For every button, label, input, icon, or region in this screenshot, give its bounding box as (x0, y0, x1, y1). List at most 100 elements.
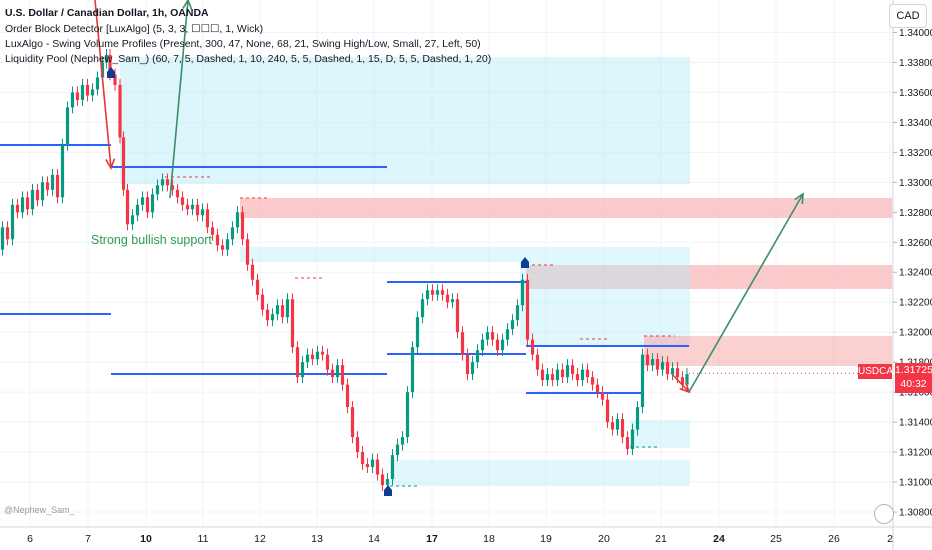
author-watermark: @Nephew_Sam_ (4, 505, 75, 515)
candle-body (250, 264, 255, 280)
x-tick-label: 18 (483, 533, 495, 545)
indicator-volume-profile[interactable]: LuxAlgo - Swing Volume Profiles (Present… (5, 38, 481, 50)
last-price-badge: 1.31725 40:32 (895, 363, 932, 393)
candle-body (175, 189, 180, 198)
us-flag-icon[interactable] (874, 504, 894, 524)
candle-body (435, 290, 440, 295)
candle-body (85, 84, 90, 96)
candle-body (185, 204, 190, 210)
candle-body (335, 365, 340, 378)
indicator-order-block[interactable]: Order Block Detector [LuxAlgo] (5, 3, 3,… (5, 23, 264, 35)
candle-body (625, 437, 630, 450)
candle-body (640, 354, 645, 408)
y-tick-label: 1.33600 (899, 88, 932, 99)
candle-body (205, 209, 210, 228)
y-tick-label: 1.31000 (899, 478, 932, 489)
swing-high-marker (107, 67, 115, 78)
y-tick-label: 1.34000 (899, 28, 932, 39)
candle-body (365, 464, 370, 468)
candle-body (130, 215, 135, 225)
last-price: 1.31725 (895, 364, 932, 376)
candle-body (290, 299, 295, 348)
x-tick-label: 13 (311, 533, 323, 545)
candle-body (20, 197, 25, 213)
candle-body (165, 179, 170, 186)
candle-body (215, 234, 220, 246)
candle-body (121, 137, 126, 190)
candle-body (610, 422, 615, 430)
candle-body (230, 227, 235, 240)
y-tick-label: 1.32400 (899, 268, 932, 279)
candle-body (104, 54, 109, 63)
candle-body (245, 239, 250, 265)
candle-body (280, 305, 285, 318)
candle-body (500, 339, 505, 351)
candle-body (675, 368, 680, 378)
candle-body (265, 309, 270, 321)
y-tick-label: 1.33400 (899, 118, 932, 129)
price-axis: 1.34000 1.33800 1.33600 1.33400 1.33200 1.330… (892, 0, 932, 550)
candle-body (380, 474, 385, 486)
candle-body (650, 359, 655, 366)
bar-countdown: 40:32 (900, 378, 927, 390)
chart-title: U.S. Dollar / Canadian Dollar, 1h, OANDA (5, 7, 209, 19)
candle-body (108, 54, 112, 75)
y-tick-label: 1.31600 (899, 388, 932, 399)
y-tick-label: 1.32200 (899, 298, 932, 309)
currency-button[interactable]: CAD (889, 4, 927, 28)
candle-body (75, 92, 80, 100)
candle-body (555, 369, 560, 381)
x-tick-label: 11 (198, 533, 209, 545)
x-tick-label: 2 (887, 533, 893, 545)
candle-body (305, 354, 310, 363)
candle-body (35, 189, 40, 201)
candle-body (240, 212, 245, 240)
indicator-zone (520, 262, 690, 345)
x-tick-label: 21 (655, 533, 667, 545)
candle-body (580, 369, 585, 381)
candle-body (320, 351, 325, 355)
candle-body (190, 204, 195, 210)
candle-body (460, 332, 465, 355)
candle-body (235, 212, 240, 228)
y-tick-label: 1.32600 (899, 238, 932, 249)
supply-demand-zones (120, 57, 892, 486)
trend-arrows: Strong bullish support (91, 0, 804, 394)
candle-body (615, 419, 620, 430)
x-tick-label: 24 (713, 533, 725, 545)
candle-body (470, 362, 475, 375)
candle-body (30, 189, 35, 210)
candle-body (310, 354, 315, 360)
x-tick-label: 6 (27, 533, 33, 545)
symbol-tag: USDCAD (858, 364, 901, 379)
x-tick-label: 7 (85, 533, 91, 545)
x-tick-label: 25 (770, 533, 782, 545)
candle-body (395, 444, 400, 456)
candle-body (225, 239, 230, 250)
candle-body (540, 369, 545, 381)
indicator-zone (120, 57, 690, 184)
indicator-liquidity-pool[interactable]: Liquidity Pool (Nephew_Sam_) (60, 7, 5, … (5, 53, 492, 65)
candle-body (195, 204, 200, 216)
candle-body (210, 227, 215, 235)
candle-body (275, 305, 280, 315)
candle-body (455, 299, 460, 333)
order-block-levels (0, 144, 893, 487)
candle-body (665, 362, 670, 375)
y-tick-label: 1.30800 (899, 508, 932, 519)
candle-body (300, 362, 305, 378)
candle-body (445, 294, 450, 303)
candle-body (440, 290, 445, 295)
candle-body (15, 204, 20, 213)
candle-body (370, 459, 375, 468)
candle-body (25, 197, 30, 210)
bearish-arrow-head (105, 158, 116, 170)
candle-body (5, 227, 10, 240)
y-tick-label: 1.31400 (899, 418, 932, 429)
candle-body (660, 362, 665, 370)
x-tick-label: 20 (598, 533, 610, 545)
candle-body (685, 374, 689, 385)
candle-body (180, 197, 185, 205)
indicator-zone (390, 460, 690, 486)
